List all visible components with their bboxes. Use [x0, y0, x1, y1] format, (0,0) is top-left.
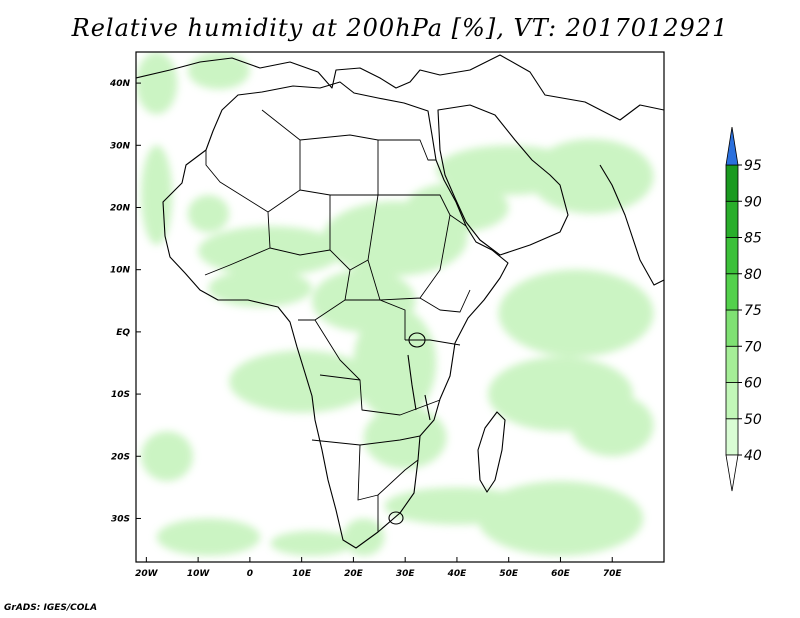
y-tick-label: 10S	[111, 390, 130, 400]
x-tick-label: 10E	[292, 569, 312, 579]
y-tick-label: EQ	[116, 328, 130, 338]
x-tick-label: 50E	[499, 569, 519, 579]
colorbar-segment	[725, 309, 739, 347]
map-title: Relative humidity at 200hPa [%], VT: 201…	[71, 14, 729, 42]
colorbar-segment	[725, 273, 739, 311]
x-tick-label: 60E	[551, 569, 571, 579]
colorbar-label: 95	[744, 158, 762, 174]
colorbar-segment	[725, 164, 739, 202]
humid-region	[187, 52, 250, 90]
lake-victoria	[408, 332, 426, 348]
colorbar-label: 80	[744, 267, 762, 283]
humid-region	[187, 195, 230, 233]
humid-region	[208, 269, 312, 307]
colorbar: 40 50 60 70 75 80 85 90 95	[725, 126, 762, 492]
map-frame	[135, 51, 665, 563]
y-tick-label: 20N	[110, 203, 131, 213]
humid-region	[363, 406, 447, 469]
humid-region	[498, 269, 654, 357]
x-tick-label: 40E	[447, 569, 468, 579]
colorbar-label: 50	[744, 412, 762, 428]
y-tick-label: 20S	[111, 452, 130, 462]
y-tick-label: 30N	[110, 141, 131, 151]
country-borders	[204, 109, 471, 532]
colorbar-label: 85	[744, 231, 762, 247]
humid-region	[529, 139, 654, 214]
y-tick-label: 10N	[110, 266, 131, 276]
humid-region	[384, 487, 530, 525]
x-tick-label: 20W	[135, 569, 159, 579]
y-tick-label: 40N	[109, 79, 131, 89]
arabia-coastline	[437, 104, 569, 256]
humidity-field	[136, 52, 654, 556]
humid-region	[270, 530, 354, 556]
colorbar-segment	[725, 237, 739, 275]
latitude-axis: 40N 30N 20N 10N EQ 10S 20S 30S	[109, 79, 141, 524]
x-tick-label: 10W	[187, 569, 211, 579]
x-tick-label: 0	[247, 569, 253, 579]
humid-region	[353, 307, 437, 419]
longitude-axis: 20W 10W 0 10E 20E 30E 40E 50E 60E 70E	[135, 557, 622, 579]
humid-region	[136, 52, 178, 115]
colorbar-segment	[725, 345, 739, 383]
humid-region	[141, 431, 193, 482]
colorbar-label: 70	[744, 339, 762, 355]
humid-region	[570, 394, 654, 457]
colorbar-label: 60	[744, 376, 762, 392]
y-tick-label: 30S	[111, 514, 130, 524]
humid-region	[229, 350, 375, 413]
colorbar-segment	[725, 382, 739, 420]
africa-coastline	[162, 81, 509, 549]
colorbar-segment	[725, 200, 739, 238]
europe-coastline	[136, 54, 664, 121]
colorbar-segment	[725, 418, 739, 456]
x-tick-label: 20E	[344, 569, 364, 579]
lake-malawi	[424, 394, 431, 421]
grads-credit: GrADS: IGES/COLA	[4, 603, 98, 613]
india-coastline	[599, 164, 664, 286]
colorbar-top-extension	[725, 126, 739, 166]
humid-region	[156, 518, 261, 556]
x-tick-label: 30E	[396, 569, 416, 579]
madagascar-coastline	[477, 411, 506, 493]
lake-tanganyika	[407, 354, 417, 411]
humid-region	[141, 145, 173, 245]
x-tick-label: 70E	[603, 569, 623, 579]
colorbar-bottom-extension	[725, 454, 739, 492]
colorbar-label: 40	[744, 448, 762, 464]
coastlines-and-borders	[136, 54, 664, 549]
colorbar-label: 90	[744, 194, 762, 210]
colorbar-label: 75	[744, 303, 762, 319]
lesotho-border	[388, 511, 404, 525]
